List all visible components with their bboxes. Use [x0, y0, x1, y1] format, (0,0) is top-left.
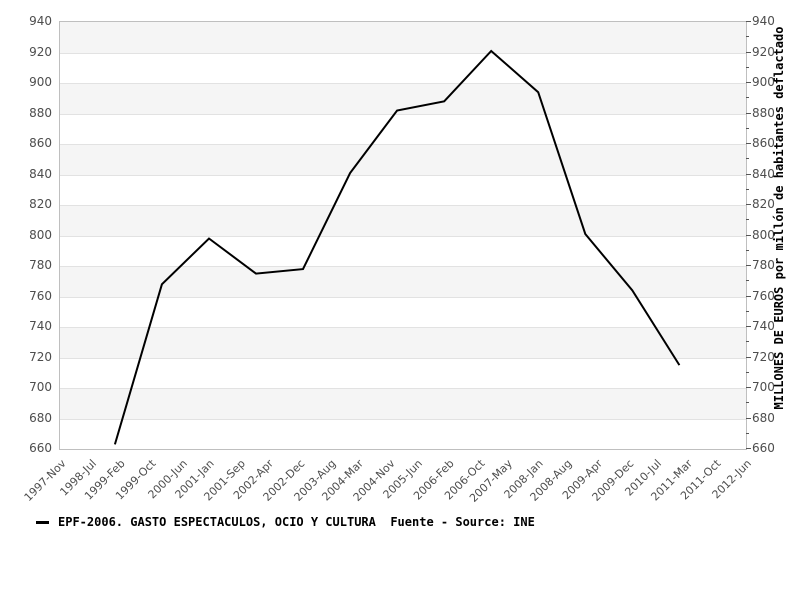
plot-area [59, 21, 747, 450]
gridline [60, 358, 746, 359]
y-tick-label-left: 840 [29, 167, 52, 181]
y-tick-label-left: 780 [29, 258, 52, 272]
y-axis-major-tick [746, 204, 751, 205]
y-axis-minor-tick [746, 250, 749, 251]
y-axis-major-tick [746, 448, 751, 449]
y-tick-label-left: 920 [29, 45, 52, 59]
y-axis-minor-tick [746, 67, 749, 68]
y-tick-label-right: 680 [752, 411, 775, 425]
y-axis-minor-tick [746, 372, 749, 373]
y-tick-label-left: 900 [29, 75, 52, 89]
y-tick-label-left: 760 [29, 289, 52, 303]
gridline [60, 236, 746, 237]
plot-band [60, 236, 746, 266]
legend: EPF-2006. GASTO ESPECTACULOS, OCIO Y CUL… [36, 515, 535, 529]
y-tick-label-right: 840 [752, 167, 775, 181]
y-tick-label-right: 740 [752, 319, 775, 333]
y-tick-label-left: 940 [29, 14, 52, 28]
legend-line-marker [36, 520, 49, 524]
gridline [60, 388, 746, 389]
plot-band [60, 327, 746, 358]
data-line-layer [113, 49, 681, 445]
y-axis-major-tick [746, 143, 751, 144]
y-axis-title: MILLONES DE EUROS por millón de habitant… [772, 26, 786, 410]
y-axis-major-tick [746, 113, 751, 114]
plot-band [60, 388, 746, 419]
y-tick-label-right: 900 [752, 75, 775, 89]
plot-band [60, 144, 746, 175]
y-tick-label-right: 920 [752, 45, 775, 59]
y-tick-label-left: 880 [29, 106, 52, 120]
plot-band [60, 358, 746, 388]
gridline [60, 419, 746, 420]
y-axis-major-tick [746, 296, 751, 297]
y-axis-minor-tick [746, 36, 749, 37]
y-tick-label-right: 860 [752, 136, 775, 150]
plot-band [60, 175, 746, 205]
y-axis-minor-tick [746, 280, 749, 281]
y-tick-label-right: 780 [752, 258, 775, 272]
gridline [60, 327, 746, 328]
y-tick-label-left: 680 [29, 411, 52, 425]
plot-band [60, 297, 746, 327]
y-axis-major-tick [746, 52, 751, 53]
plot-band [60, 22, 746, 53]
y-tick-label-right: 940 [752, 14, 775, 28]
y-tick-label-left: 800 [29, 228, 52, 242]
y-tick-label-right: 820 [752, 197, 775, 211]
y-axis-major-tick [746, 387, 751, 388]
legend-label: EPF-2006. GASTO ESPECTACULOS, OCIO Y CUL… [58, 515, 535, 529]
y-tick-label-right: 660 [752, 441, 775, 455]
gridline [60, 53, 746, 54]
y-axis-major-tick [746, 21, 751, 22]
y-tick-label-right: 720 [752, 350, 775, 364]
y-axis-minor-tick [746, 189, 749, 190]
gridline [60, 297, 746, 298]
plot-band [60, 114, 746, 144]
y-tick-label-right: 800 [752, 228, 775, 242]
x-tick-label: 1997-Nov [21, 457, 69, 504]
plot-band [60, 205, 746, 236]
y-axis-major-tick [746, 174, 751, 175]
y-axis-minor-tick [746, 433, 749, 434]
y-tick-label-right: 880 [752, 106, 775, 120]
y-tick-label-left: 860 [29, 136, 52, 150]
y-tick-label-left: 740 [29, 319, 52, 333]
y-axis-major-tick [746, 235, 751, 236]
y-axis-major-tick [746, 82, 751, 83]
y-tick-label-left: 700 [29, 380, 52, 394]
plot-band [60, 419, 746, 449]
gridline [60, 205, 746, 206]
y-tick-label-right: 700 [752, 380, 775, 394]
y-axis-major-tick [746, 418, 751, 419]
y-axis-minor-tick [746, 128, 749, 129]
y-axis-major-tick [746, 265, 751, 266]
y-axis-minor-tick [746, 311, 749, 312]
y-axis-minor-tick [746, 97, 749, 98]
y-tick-label-left: 660 [29, 441, 52, 455]
y-tick-label-left: 820 [29, 197, 52, 211]
y-axis-major-tick [746, 326, 751, 327]
gridline [60, 144, 746, 145]
y-axis-minor-tick [746, 158, 749, 159]
y-axis-minor-tick [746, 341, 749, 342]
gridline [60, 266, 746, 267]
gridline [60, 175, 746, 176]
gridline [60, 83, 746, 84]
plot-band [60, 53, 746, 83]
y-axis-minor-tick [746, 402, 749, 403]
y-axis-major-tick [746, 357, 751, 358]
y-tick-label-right: 760 [752, 289, 775, 303]
y-axis-minor-tick [746, 219, 749, 220]
y-tick-label-left: 720 [29, 350, 52, 364]
gridline [60, 114, 746, 115]
data-line [113, 49, 681, 445]
